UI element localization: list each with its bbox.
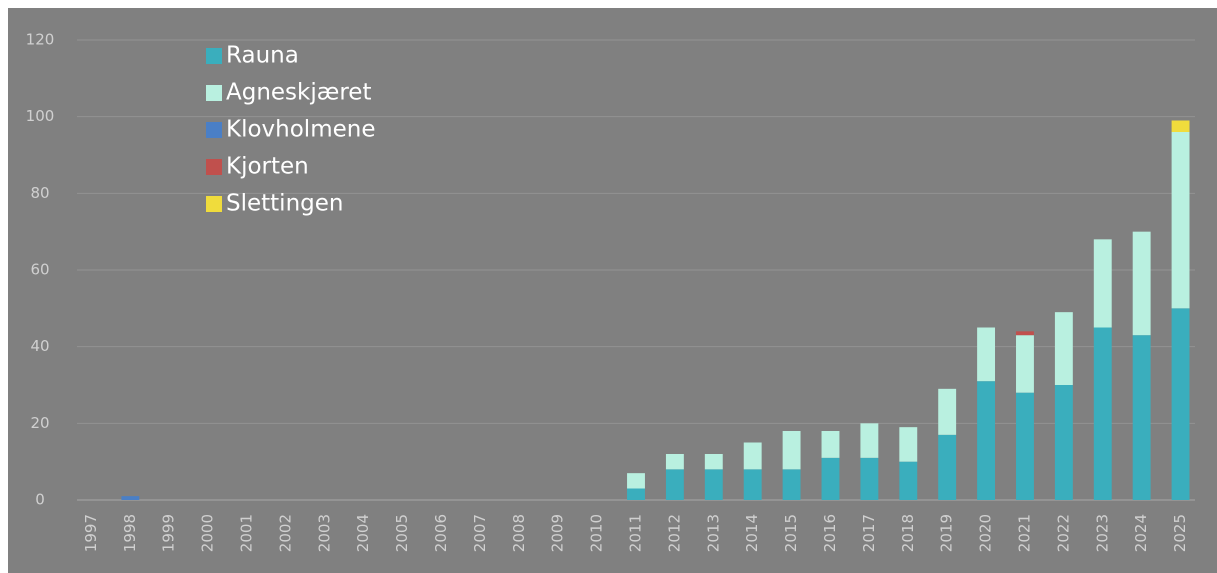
x-tick-label: 2001 <box>238 514 256 552</box>
x-tick-label: 2012 <box>665 514 683 552</box>
x-tick-label: 2015 <box>782 514 800 552</box>
x-tick-label: 2005 <box>393 514 411 552</box>
x-tick-label: 2021 <box>1015 514 1033 552</box>
x-tick-label: 2017 <box>860 514 878 552</box>
y-tick-label: 40 <box>30 337 49 355</box>
y-tick-label: 80 <box>30 184 49 202</box>
x-tick-label: 1998 <box>121 514 139 552</box>
bar-segment <box>899 461 918 500</box>
bar-segment <box>704 469 723 500</box>
bar-segment <box>821 431 840 458</box>
bar-segment <box>1171 120 1190 132</box>
bar-segment <box>977 327 996 382</box>
x-tick-label: 2025 <box>1171 514 1189 552</box>
bar-segment <box>821 457 840 500</box>
x-tick-label: 2018 <box>899 514 917 552</box>
bar-segment <box>1132 231 1151 336</box>
bar-segment <box>899 427 918 462</box>
x-tick-label: 2010 <box>588 514 606 552</box>
legend-label: Kjorten <box>226 154 309 180</box>
bar-segment <box>860 457 879 500</box>
chart-background <box>8 8 1217 573</box>
x-tick-label: 2006 <box>432 514 450 552</box>
bar-segment <box>977 381 996 500</box>
x-tick-label: 2011 <box>627 514 645 552</box>
bar-segment <box>1171 132 1190 309</box>
bar-segment <box>1016 335 1034 393</box>
legend-swatch <box>206 196 222 212</box>
bar-segment <box>1054 385 1073 500</box>
y-tick-label: 20 <box>30 414 49 432</box>
legend-swatch <box>206 48 222 64</box>
legend-label: Slettingen <box>226 191 343 217</box>
x-tick-label: 2008 <box>510 514 528 552</box>
y-tick-label: 120 <box>26 31 55 49</box>
x-tick-label: 2003 <box>315 514 333 552</box>
x-tick-label: 2002 <box>276 514 294 552</box>
bar-segment <box>1016 392 1034 500</box>
legend-swatch <box>206 85 222 101</box>
bar-segment <box>782 431 801 470</box>
x-tick-label: 2016 <box>821 514 839 552</box>
bar-segment <box>860 423 879 458</box>
bar-segment <box>665 469 684 500</box>
bar-segment <box>743 469 762 500</box>
bar-segment <box>1132 335 1151 500</box>
legend-swatch <box>206 159 222 175</box>
x-tick-label: 2009 <box>549 514 567 552</box>
bar-segment <box>782 469 801 500</box>
bar-segment <box>1016 331 1034 336</box>
bar-segment <box>938 434 957 500</box>
bar-segment <box>1054 312 1073 385</box>
legend-label: Klovholmene <box>226 117 375 143</box>
x-tick-label: 2000 <box>199 514 217 552</box>
bar-segment <box>665 454 684 470</box>
bar-segment <box>627 473 645 489</box>
x-tick-label: 2024 <box>1132 514 1150 552</box>
x-tick-label: 2020 <box>977 514 995 552</box>
x-tick-label: 1997 <box>82 514 100 552</box>
x-tick-label: 2013 <box>704 514 722 552</box>
y-tick-label: 0 <box>35 491 45 509</box>
legend-swatch <box>206 122 222 138</box>
x-tick-label: 2014 <box>743 514 761 552</box>
x-tick-label: 2004 <box>354 514 372 552</box>
y-tick-label: 100 <box>26 107 55 125</box>
bar-segment <box>743 442 762 470</box>
legend-label: Rauna <box>226 43 299 69</box>
bar-segment <box>1171 308 1190 500</box>
bar-segment <box>1093 239 1112 328</box>
x-tick-label: 2007 <box>471 514 489 552</box>
x-tick-label: 2019 <box>938 514 956 552</box>
bar-segment <box>121 496 140 500</box>
x-tick-label: 1999 <box>160 514 178 552</box>
x-tick-label: 2022 <box>1054 514 1072 552</box>
bar-segment <box>1093 327 1112 500</box>
bar-segment <box>938 388 957 435</box>
y-tick-label: 60 <box>30 261 49 279</box>
bar-segment <box>627 488 645 500</box>
bar-segment <box>704 454 723 470</box>
legend-label: Agneskjæret <box>226 80 371 106</box>
x-tick-label: 2023 <box>1093 514 1111 552</box>
